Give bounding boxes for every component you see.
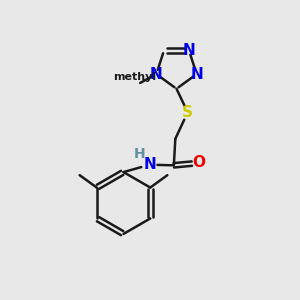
Text: N: N: [190, 67, 203, 82]
Text: N: N: [143, 157, 156, 172]
Text: methyl: methyl: [114, 72, 157, 82]
Text: H: H: [134, 147, 145, 161]
Text: S: S: [182, 105, 193, 120]
Text: N: N: [150, 67, 163, 82]
Text: N: N: [183, 43, 195, 58]
Text: O: O: [192, 155, 206, 170]
